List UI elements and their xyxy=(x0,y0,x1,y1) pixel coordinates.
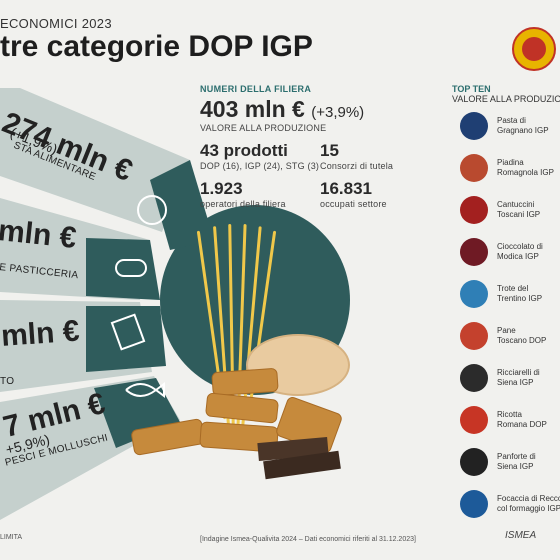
bread-icon xyxy=(115,259,147,277)
top-ten-item: Ricotta Romana DOP xyxy=(452,406,560,438)
top-ten-item: Cantuccini Toscani IGP xyxy=(452,196,560,228)
products-count: 43 prodotti xyxy=(200,141,288,160)
consortia-label: Consorzi di tutela xyxy=(320,161,394,171)
fish-icon xyxy=(125,382,165,398)
product-logo-icon xyxy=(460,322,488,350)
product-name-line2: Romagnola IGP xyxy=(497,168,554,177)
fan-value-3: mln € xyxy=(0,314,81,353)
total-value-amount: 403 mln € xyxy=(200,96,305,122)
total-value: 403 mln € (+3,9%) xyxy=(200,96,440,123)
product-name-line2: col formaggio IGP xyxy=(497,504,560,513)
product-name-line2: Siena IGP xyxy=(497,378,534,387)
product-name-line2: Modica IGP xyxy=(497,252,539,261)
top-ten-item: Pasta di Gragnano IGP xyxy=(452,112,560,144)
top-ten-panel: TOP TEN VALORE ALLA PRODUZIONE xyxy=(452,84,560,104)
product-name-line1: Cantuccini xyxy=(497,200,535,209)
products-detail: DOP (16), IGP (24), STG (3) xyxy=(200,161,320,171)
product-name-line1: Ricotta xyxy=(497,410,522,419)
page-title: tre categorie DOP IGP xyxy=(0,30,313,63)
fan-segment-2-band xyxy=(86,238,160,300)
product-name-line1: Cioccolato di xyxy=(497,242,543,251)
top-ten-item: Cioccolato di Modica IGP xyxy=(452,238,560,270)
fan-segment-1-band xyxy=(150,160,214,250)
product-name-line1: Focaccia di Recco xyxy=(497,494,560,503)
top-ten-item: Piadina Romagnola IGP xyxy=(452,154,560,186)
footer-left-text: LIMITA xyxy=(0,534,23,541)
top-ten-subtitle: VALORE ALLA PRODUZIONE xyxy=(452,94,560,104)
product-name: Cioccolato di Modica IGP xyxy=(497,242,543,262)
fan-segment-1 xyxy=(0,88,190,232)
consortia-count: 15 xyxy=(320,141,339,160)
biscotti-image xyxy=(211,367,279,397)
filiera-stats: NUMERI DELLA FILIERA 403 mln € (+3,9%) V… xyxy=(200,84,440,209)
product-name: Piadina Romagnola IGP xyxy=(497,158,554,178)
product-logo-icon xyxy=(460,238,488,266)
top-ten-item: Ricciarelli di Siena IGP xyxy=(452,364,560,396)
ismea-logo: ISMEA xyxy=(505,530,537,541)
product-name-line2: Toscani IGP xyxy=(497,210,541,219)
product-name: Ricciarelli di Siena IGP xyxy=(497,368,540,388)
top-ten-title: TOP TEN xyxy=(452,84,491,94)
fan-label-3: TO xyxy=(0,376,15,387)
chocolate-icon xyxy=(110,313,146,351)
top-ten-item: Focaccia di Recco col formaggio IGP xyxy=(452,490,560,522)
top-ten-item: Panforte di Siena IGP xyxy=(452,448,560,480)
product-name-line2: Romana DOP xyxy=(497,420,547,429)
product-name-line1: Pane xyxy=(497,326,516,335)
top-ten-item: Trote del Trentino IGP xyxy=(452,280,560,312)
operators-label: operatori della filiera xyxy=(200,199,286,209)
product-name-line2: Trentino IGP xyxy=(497,294,543,303)
product-logo-icon xyxy=(460,364,488,392)
stats-title: NUMERI DELLA FILIERA xyxy=(200,84,312,94)
product-name-line2: Gragnano IGP xyxy=(497,126,549,135)
pasta-nest-icon xyxy=(137,195,167,225)
product-logo-icon xyxy=(460,448,488,476)
product-logo-icon xyxy=(460,196,488,224)
fan-segment-3-band xyxy=(86,306,166,372)
operators-count: 1.923 xyxy=(200,179,243,198)
total-value-label: VALORE ALLA PRODUZIONE xyxy=(200,123,327,133)
product-name: Panforte di Siena IGP xyxy=(497,452,536,472)
product-name: Cantuccini Toscani IGP xyxy=(497,200,540,220)
product-logo-icon xyxy=(460,406,488,434)
employed-label: occupati settore xyxy=(320,199,387,209)
product-logo-icon xyxy=(460,154,488,182)
product-name: Trote del Trentino IGP xyxy=(497,284,542,304)
product-name-line1: Ricciarelli di xyxy=(497,368,540,377)
employed-count: 16.831 xyxy=(320,179,372,198)
top-ten-item: Pane Toscano DOP xyxy=(452,322,560,354)
total-value-change: (+3,9%) xyxy=(311,104,365,121)
product-name: Ricotta Romana DOP xyxy=(497,410,547,430)
product-name-line2: Siena IGP xyxy=(497,462,534,471)
product-name-line1: Trote del xyxy=(497,284,529,293)
product-logo-icon xyxy=(460,490,488,518)
header-kicker: ECONOMICI 2023 xyxy=(0,16,112,31)
product-name-line2: Toscano DOP xyxy=(497,336,547,345)
product-name-line1: Panforte di xyxy=(497,452,536,461)
product-name-line1: Piadina xyxy=(497,158,524,167)
dop-badge-icon xyxy=(512,27,556,71)
footer-note: [Indagine Ismea-Qualivita 2024 – Dati ec… xyxy=(200,536,416,543)
product-name: Pane Toscano DOP xyxy=(497,326,546,346)
product-name: Pasta di Gragnano IGP xyxy=(497,116,549,136)
product-logo-icon xyxy=(460,280,488,308)
product-logo-icon xyxy=(460,112,488,140)
product-name-line1: Pasta di xyxy=(497,116,526,125)
product-name: Focaccia di Recco col formaggio IGP xyxy=(497,494,560,514)
